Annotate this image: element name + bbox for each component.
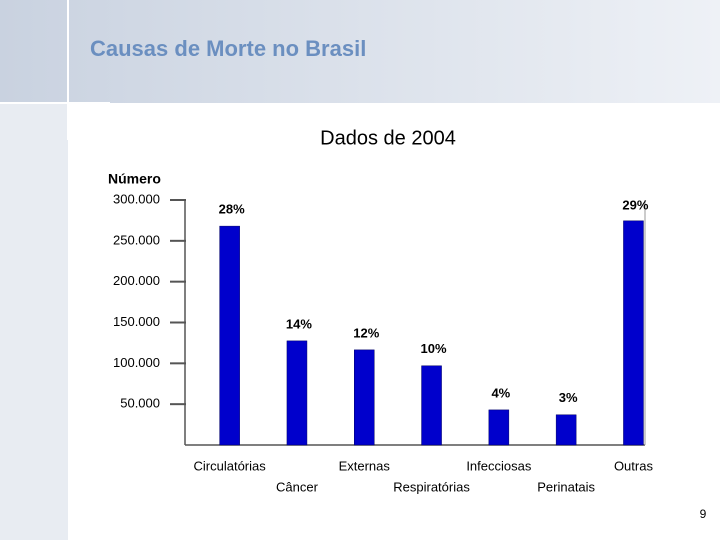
annotation: 29% bbox=[622, 197, 648, 212]
page-number: 9 bbox=[700, 507, 707, 521]
x-tick-label: Externas bbox=[339, 458, 391, 473]
y-tick-label: 100.000 bbox=[113, 355, 160, 370]
y-tick-label: 50.000 bbox=[120, 396, 160, 411]
annotation: 4% bbox=[491, 385, 510, 400]
x-tick-label: Respiratórias bbox=[393, 479, 470, 494]
annotation: 10% bbox=[421, 341, 447, 356]
y-axis-title: Número bbox=[108, 171, 161, 187]
annotation: 14% bbox=[286, 316, 312, 331]
bar bbox=[555, 414, 577, 446]
bar bbox=[421, 365, 442, 446]
bar bbox=[286, 340, 308, 446]
slide-title: Causas de Morte no Brasil bbox=[90, 36, 366, 61]
side-band bbox=[0, 103, 68, 540]
annotation: 28% bbox=[219, 202, 245, 217]
chart-title: Dados de 2004 bbox=[320, 127, 456, 149]
y-tick-label: 150.000 bbox=[113, 314, 160, 329]
x-tick-label: Outras bbox=[614, 458, 654, 473]
x-tick-label: Câncer bbox=[276, 479, 319, 494]
x-tick-label: Infecciosas bbox=[466, 458, 532, 473]
y-tick-label: 300.000 bbox=[113, 191, 160, 206]
bar bbox=[219, 225, 240, 446]
chart-area bbox=[105, 170, 660, 497]
bar bbox=[354, 349, 375, 446]
x-tick-label: Perinatais bbox=[537, 479, 595, 494]
x-tick-label: Circulatórias bbox=[194, 458, 267, 473]
annotation: 12% bbox=[353, 325, 379, 340]
bar bbox=[488, 409, 510, 446]
header-band bbox=[0, 0, 720, 103]
y-tick-label: 200.000 bbox=[113, 273, 160, 288]
bar bbox=[623, 220, 644, 446]
annotation: 3% bbox=[559, 390, 578, 405]
y-tick-label: 250.000 bbox=[113, 232, 160, 247]
